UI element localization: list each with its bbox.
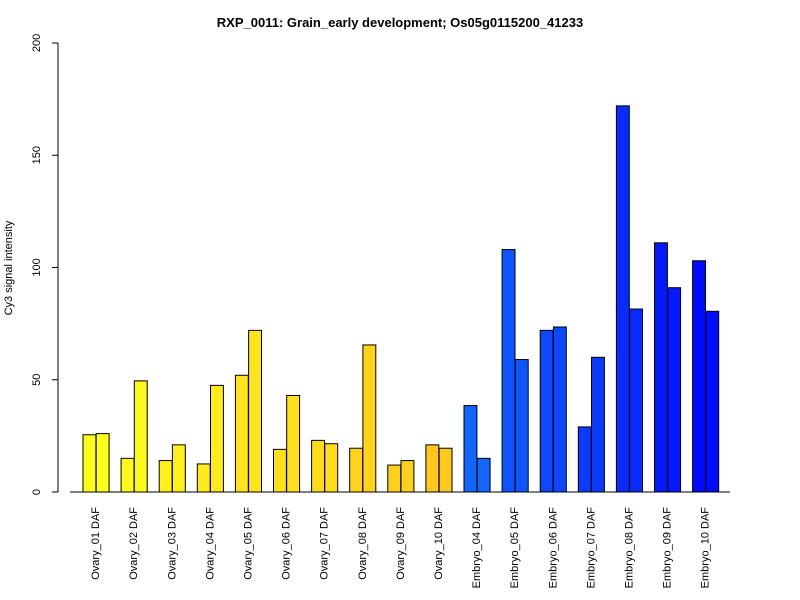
- bar-a: [539, 329, 554, 493]
- y-tick-label: 100: [31, 258, 43, 276]
- category-label: Ovary_09 DAF: [395, 507, 407, 580]
- bar-a: [82, 434, 97, 493]
- bar-a: [387, 464, 402, 493]
- bars-group: [82, 105, 720, 493]
- category-labels: Ovary_01 DAF Ovary_02 DAF Ovary_03 DAF Ovar…: [90, 507, 712, 589]
- category-label: Embryo_04 DAF: [471, 507, 483, 589]
- bar-b: [400, 460, 415, 493]
- y-tick-label: 0: [31, 489, 43, 495]
- bar-a: [501, 249, 516, 493]
- y-tick-label: 150: [31, 146, 43, 164]
- y-axis-label: Cy3 signal intensity: [3, 220, 15, 315]
- bar-b: [705, 310, 720, 493]
- y-tick-label: 200: [31, 34, 43, 52]
- bar-b: [438, 447, 453, 493]
- bar-a: [577, 426, 592, 493]
- chart-title: RXP_0011: Grain_early development; Os05g…: [217, 15, 583, 30]
- bar-a: [234, 374, 249, 493]
- category-label: Ovary_04 DAF: [204, 507, 216, 580]
- bar-b: [667, 287, 682, 493]
- category-label: Ovary_07 DAF: [319, 507, 331, 580]
- category-label: Embryo_09 DAF: [662, 507, 674, 589]
- category-label: Embryo_07 DAF: [585, 507, 597, 589]
- bar-b: [286, 394, 301, 493]
- y-axis: 0 50 100 150 200: [31, 34, 59, 495]
- bar-b: [95, 433, 110, 493]
- bar-b: [591, 356, 605, 493]
- bar-b: [133, 380, 148, 493]
- bar-b: [210, 384, 224, 493]
- bar-b: [171, 444, 186, 493]
- category-label: Ovary_10 DAF: [433, 507, 445, 580]
- bar-a: [120, 457, 135, 493]
- bar-a: [615, 105, 630, 493]
- category-label: Embryo_06 DAF: [547, 507, 559, 589]
- bar-a: [654, 242, 668, 493]
- bar-a: [273, 448, 287, 493]
- category-label: Ovary_01 DAF: [90, 507, 102, 580]
- bar-b: [552, 326, 567, 493]
- category-label: Ovary_06 DAF: [281, 507, 293, 580]
- bar-b: [629, 308, 643, 493]
- bar-b: [476, 457, 491, 493]
- category-label: Embryo_05 DAF: [509, 507, 521, 589]
- bar-a: [463, 405, 478, 493]
- bar-a: [311, 439, 326, 493]
- category-label: Ovary_05 DAF: [242, 507, 254, 580]
- y-tick-label: 50: [31, 374, 43, 386]
- category-label: Ovary_08 DAF: [357, 507, 369, 580]
- bar-b: [248, 329, 263, 493]
- category-label: Ovary_02 DAF: [128, 507, 140, 580]
- bar-b: [362, 344, 377, 493]
- bar-a: [196, 463, 211, 493]
- bar-a: [692, 260, 706, 493]
- category-label: Ovary_03 DAF: [166, 507, 178, 580]
- category-label: Embryo_08 DAF: [623, 507, 635, 589]
- bar-b: [514, 359, 529, 493]
- category-label: Embryo_10 DAF: [700, 507, 712, 589]
- bar-b: [324, 443, 339, 493]
- bar-a: [158, 460, 173, 493]
- bar-a: [349, 447, 364, 493]
- bar-a: [425, 444, 440, 493]
